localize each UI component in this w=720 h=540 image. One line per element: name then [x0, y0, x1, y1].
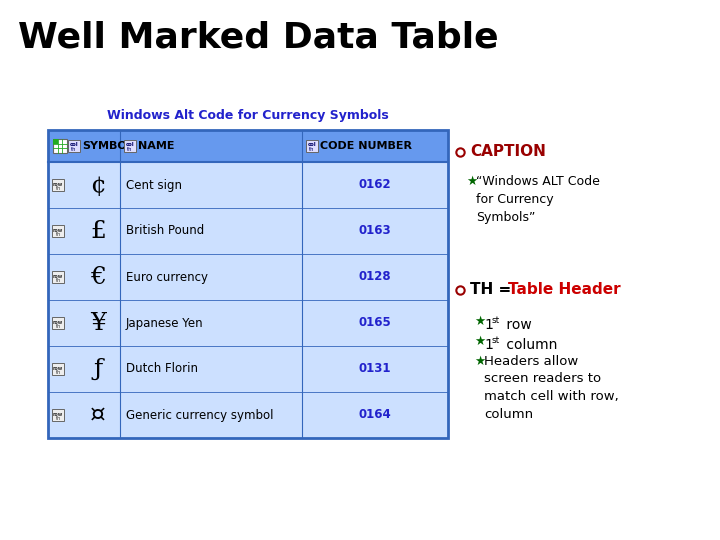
Text: SYMBOL: SYMBOL [82, 141, 134, 151]
Bar [52, 317, 64, 329]
Bar [48, 162, 448, 208]
Bar [53, 139, 67, 153]
Bar [48, 346, 448, 392]
Bar [48, 130, 448, 162]
Text: row: row [53, 411, 63, 416]
Bar [306, 140, 318, 152]
Bar [48, 300, 448, 346]
Bar [48, 130, 448, 438]
Text: ★: ★ [466, 175, 477, 188]
Text: th: th [55, 324, 60, 329]
Text: col: col [307, 143, 316, 147]
Text: row: row [53, 366, 63, 370]
Bar [52, 363, 64, 375]
Text: Generic currency symbol: Generic currency symbol [126, 408, 274, 422]
Text: th: th [55, 186, 60, 191]
Text: th: th [55, 232, 60, 237]
Text: 0165: 0165 [359, 316, 392, 329]
Bar [68, 140, 80, 152]
Text: th: th [55, 278, 60, 283]
Bar [52, 225, 64, 237]
Text: ¤: ¤ [90, 403, 106, 427]
Text: st: st [492, 336, 500, 345]
Text: NAME: NAME [138, 141, 174, 151]
Text: th: th [127, 147, 132, 152]
Text: TH =: TH = [470, 282, 516, 298]
Text: ƒ: ƒ [94, 357, 103, 381]
Text: CODE NUMBER: CODE NUMBER [320, 141, 412, 151]
Text: Japanese Yen: Japanese Yen [126, 316, 204, 329]
Text: 0128: 0128 [359, 271, 391, 284]
Text: Headers allow
screen readers to
match cell with row,
column: Headers allow screen readers to match ce… [484, 355, 618, 421]
Text: st: st [492, 316, 500, 325]
Text: Euro currency: Euro currency [126, 271, 208, 284]
Text: 0162: 0162 [359, 179, 391, 192]
Text: col: col [126, 143, 135, 147]
Text: £: £ [90, 219, 106, 242]
Bar [48, 208, 448, 254]
Bar [48, 392, 448, 438]
Text: th: th [55, 416, 60, 421]
Text: 0131: 0131 [359, 362, 391, 375]
Text: ★: ★ [474, 335, 485, 348]
Text: Windows Alt Code for Currency Symbols: Windows Alt Code for Currency Symbols [107, 109, 389, 122]
Text: col: col [70, 143, 78, 147]
Bar [53, 139, 58, 144]
Text: ★: ★ [474, 355, 485, 368]
Text: Well Marked Data Table: Well Marked Data Table [18, 20, 499, 54]
Text: “Windows ALT Code
for Currency
Symbols”: “Windows ALT Code for Currency Symbols” [476, 175, 600, 224]
Text: ★: ★ [474, 315, 485, 328]
Text: ¥: ¥ [90, 312, 106, 334]
Text: th: th [310, 147, 315, 152]
Bar [48, 254, 448, 300]
Bar [52, 409, 64, 421]
Text: th: th [55, 370, 60, 375]
Bar [52, 271, 64, 283]
Text: row: row [53, 273, 63, 279]
Text: 0164: 0164 [359, 408, 392, 422]
Text: Cent sign: Cent sign [126, 179, 182, 192]
Text: th: th [71, 147, 77, 152]
Text: CAPTION: CAPTION [470, 145, 546, 159]
Text: row: row [502, 318, 532, 332]
Text: 1: 1 [484, 338, 493, 352]
Text: row: row [53, 227, 63, 233]
Text: Table Header: Table Header [508, 282, 621, 298]
Text: column: column [502, 338, 557, 352]
Bar [124, 140, 136, 152]
Text: 0163: 0163 [359, 225, 391, 238]
Text: €: € [90, 266, 106, 288]
Text: row: row [53, 320, 63, 325]
Text: 1: 1 [484, 318, 493, 332]
Text: ¢: ¢ [90, 173, 106, 197]
Bar [52, 179, 64, 191]
Text: row: row [53, 181, 63, 186]
Text: Dutch Florin: Dutch Florin [126, 362, 198, 375]
Text: British Pound: British Pound [126, 225, 204, 238]
